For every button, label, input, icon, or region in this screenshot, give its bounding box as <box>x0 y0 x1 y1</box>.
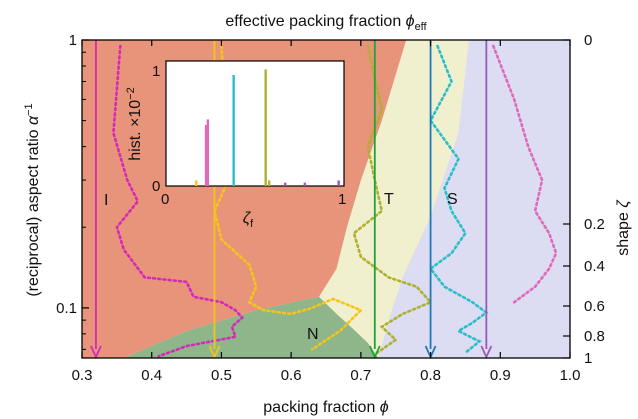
region-label-I: I <box>104 192 108 209</box>
inset-x-tick-1: 1 <box>338 191 346 208</box>
y-tick-label: 0.1 <box>56 300 77 317</box>
x-tick-label: 1.0 <box>560 367 581 384</box>
x-tick-label: 0.4 <box>141 367 162 384</box>
inset-y-tick-1: 1 <box>152 63 160 80</box>
inset-x-tick-0: 0 <box>161 191 169 208</box>
inset-bar-6 <box>284 182 287 186</box>
inset-bar-5 <box>268 180 271 186</box>
x-tick-label: 0.7 <box>350 367 371 384</box>
inset-x-label: ζf <box>243 210 254 230</box>
inset-y-tick-0: 0 <box>152 178 160 195</box>
x-tick-label: 0.6 <box>281 367 302 384</box>
inset-bar-8 <box>337 180 340 186</box>
right-tick-label: 1 <box>584 350 592 367</box>
series-line-1 <box>213 44 364 351</box>
right-tick-label: 0 <box>584 32 592 49</box>
series-line-0 <box>112 44 245 358</box>
arrow-head-2 <box>368 345 381 360</box>
right-tick-label: 0.4 <box>584 258 605 275</box>
inset-bar-1 <box>204 124 208 186</box>
y-tick-label: 1 <box>69 32 77 49</box>
inset-bar-2 <box>206 119 210 186</box>
series-layer <box>112 44 558 358</box>
right-tick-label: 0.8 <box>584 328 605 345</box>
inset-bar-0 <box>195 180 198 186</box>
arrow-layer <box>90 40 493 360</box>
region-N <box>123 296 379 358</box>
inset-y-label: hist. ×10−2 <box>125 87 144 160</box>
inset-bar-3 <box>232 75 235 186</box>
y-axis-left: 0.11 <box>56 32 89 350</box>
y-axis-label-left: (reciprocal) aspect ratio α−1 <box>23 103 42 296</box>
series-line-3 <box>428 44 489 355</box>
x-tick-label: 0.8 <box>420 367 441 384</box>
inset-bar-7 <box>303 182 307 186</box>
x-tick-label: 0.9 <box>490 367 511 384</box>
plot-frame <box>81 39 571 359</box>
inset-frame <box>165 60 345 187</box>
arrow-head-0 <box>90 345 102 360</box>
y-axis-right: 0 0.2 0.4 0.6 0.8 1 <box>563 32 605 367</box>
region-label-N: N <box>307 326 319 343</box>
inset-histogram: 1 0 0 1 ζf hist. ×10−2 <box>125 60 346 230</box>
x-tick-label: 0.5 <box>211 367 232 384</box>
series-line-2 <box>352 44 433 356</box>
top-axis-label: effective packing fraction ϕeff <box>225 13 427 33</box>
region-label-T: T <box>384 191 394 208</box>
x-tick-label: 0.3 <box>72 367 93 384</box>
right-tick-label: 0.6 <box>584 298 605 315</box>
arrow-head-1 <box>208 345 221 360</box>
x-axis: 0.3 0.4 0.5 0.6 0.7 0.8 0.9 1.0 <box>72 40 581 384</box>
arrow-head-4 <box>480 345 493 360</box>
region-label-S: S <box>447 191 458 208</box>
x-axis-label: packing fraction ϕ <box>263 399 389 416</box>
y-axis-label-right: shape ζ <box>615 199 632 256</box>
inset-bar-4 <box>264 69 267 186</box>
series-line-4 <box>492 44 558 304</box>
right-tick-label: 0.2 <box>584 216 605 233</box>
